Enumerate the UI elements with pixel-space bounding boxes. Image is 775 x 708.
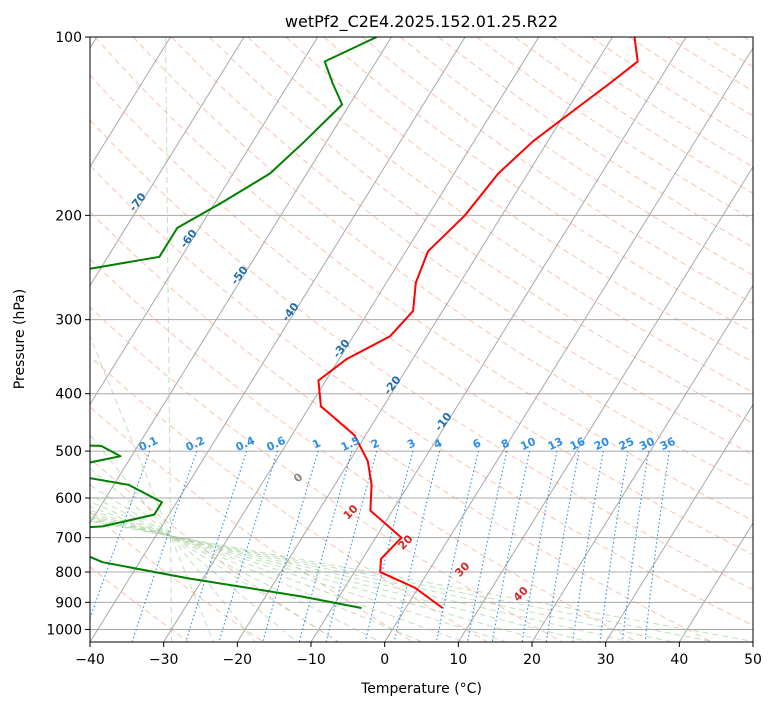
dry-adiabat-line: [90, 211, 712, 642]
moist-adiabat-line: [90, 514, 590, 642]
x-tick-label: −20: [223, 652, 253, 668]
isotherm-line: [752, 641, 753, 642]
isotherm-line: [163, 37, 540, 642]
x-tick-label: 40: [670, 652, 688, 668]
dry-adiabats: [90, 37, 753, 642]
mixing-ratio-line: [466, 450, 508, 642]
mixing-ratio-line: [491, 450, 531, 642]
moist-adiabat-line: [90, 518, 674, 642]
y-tick-label: 900: [55, 595, 82, 611]
dry-adiabat-line: [90, 355, 488, 642]
isotherm-line: [90, 37, 171, 168]
dry-adiabat-line: [90, 119, 753, 591]
mixing-ratio-line: [599, 451, 629, 642]
isotherm-line: [384, 46, 753, 642]
moist-adiabat-line: [90, 334, 214, 642]
mixing-ratio-line: [131, 450, 198, 642]
mixing-ratio-line: [393, 450, 441, 642]
y-tick-label: 100: [55, 30, 82, 46]
mixing-ratio-line: [325, 450, 378, 642]
mixing-ratio-line: [298, 450, 353, 642]
mixing-ratio-label: 13: [546, 435, 565, 453]
moist-adiabat-line: [90, 509, 506, 642]
isotherm-line: [90, 37, 319, 406]
isotherm-line: [236, 37, 613, 642]
y-tick-label: 700: [55, 531, 82, 547]
plot-frame: [89, 36, 754, 643]
moist-adiabat-line: [165, 37, 173, 642]
moist-adiabat-line: [90, 519, 715, 642]
mixing-ratio-line: [521, 450, 558, 642]
y-axis-title: Pressure (hPa): [12, 289, 28, 389]
isotherm-line: [90, 37, 245, 287]
x-tick-label: −30: [149, 652, 179, 668]
dry-adiabat-line: [132, 37, 753, 488]
y-tick-label: 200: [55, 208, 82, 224]
moist-adiabat-line: [90, 484, 339, 642]
x-tick-label: 30: [597, 652, 615, 668]
plot-area: [90, 37, 753, 642]
mixing-ratio-line: [621, 451, 650, 642]
dry-adiabat-line: [90, 164, 753, 627]
moist-adiabat-line: [90, 467, 298, 642]
mixing-ratio-line: [545, 450, 580, 642]
x-tick-label: −40: [75, 652, 105, 668]
mixing-ratio-label: 16: [568, 435, 588, 453]
x-tick-label: 20: [523, 652, 541, 668]
dry-adiabat-line: [94, 37, 753, 522]
mixing-ratio-line: [644, 451, 670, 642]
isotherms: [90, 37, 753, 642]
dry-adiabat-line: [171, 37, 753, 456]
mixing-ratio-lines: [90, 450, 670, 642]
mixing-ratio-line: [218, 450, 279, 642]
sounding-profiles: [90, 37, 639, 609]
moist-adiabat-line: [90, 506, 465, 642]
isotherm-line: [90, 37, 392, 525]
x-tick-label: 10: [449, 652, 467, 668]
dewpoint-profile: [90, 37, 378, 609]
dry-adiabat-line: [90, 258, 638, 642]
y-tick-label: 800: [55, 565, 82, 581]
y-tick-label: 500: [55, 444, 82, 460]
moist-adiabats: [90, 37, 753, 642]
x-tick-label: 50: [744, 652, 762, 668]
isotherm-line: [90, 37, 466, 642]
axes: −40 −30 −20 −10 0 10 20 30 40 50 100 200 300 400 500 60…: [46, 30, 762, 668]
y-tick-label: 600: [55, 491, 82, 507]
temperature-profile: [317, 37, 639, 609]
mixing-ratio-line: [364, 450, 414, 642]
y-tick-label: 300: [55, 313, 82, 329]
isotherm-line: [310, 37, 687, 642]
mixing-ratio-line: [262, 450, 319, 642]
plot-background: [90, 37, 753, 642]
mixing-ratio-label: 10: [518, 435, 538, 453]
isotherm-line: [531, 284, 753, 642]
mixing-ratio-label: 30: [637, 435, 657, 453]
dry-adiabat-line: [209, 37, 753, 424]
x-axis-title: Temperature (°C): [360, 681, 482, 697]
chart-title: wetPf2_C2E4.2025.152.01.25.R22: [285, 12, 558, 32]
dry-adiabat-line: [90, 511, 264, 642]
x-tick-label: −10: [296, 652, 326, 668]
isotherm-line: [605, 403, 753, 642]
y-tick-label: 1000: [46, 622, 82, 638]
mixing-ratio-label: 20: [592, 435, 612, 453]
isotherm-line: [678, 522, 753, 642]
mixing-ratio-label: 25: [617, 435, 636, 453]
x-tick-label: 0: [380, 652, 389, 668]
y-tick-label: 400: [55, 387, 82, 403]
dry-adiabat-line: [90, 566, 190, 642]
mixing-ratio-label: 36: [658, 435, 678, 453]
isotherm-line: [457, 165, 753, 642]
mixing-ratio-line: [435, 450, 479, 642]
